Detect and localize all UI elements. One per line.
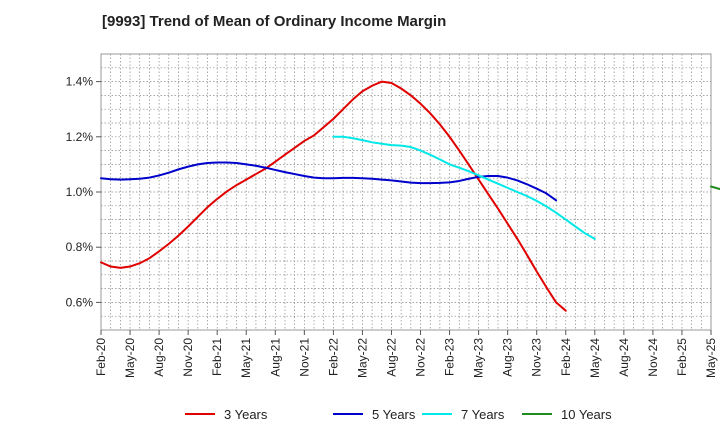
x-tick-label: Feb-23 bbox=[443, 338, 457, 376]
x-tick-label: May-25 bbox=[704, 338, 718, 378]
y-tick-label: 1.0% bbox=[66, 185, 94, 199]
legend-label-7-years: 7 Years bbox=[461, 407, 505, 422]
y-tick-label: 1.2% bbox=[66, 130, 94, 144]
series-line-3-years bbox=[100, 80, 567, 312]
legend-label-10-years: 10 Years bbox=[561, 407, 612, 422]
x-tick-label: Aug-23 bbox=[501, 338, 515, 377]
y-tick-label: 0.6% bbox=[66, 295, 94, 309]
x-tick-label: Nov-22 bbox=[414, 338, 428, 377]
x-tick-label: Nov-23 bbox=[530, 338, 544, 377]
x-tick-label: May-24 bbox=[588, 338, 602, 378]
plot-area bbox=[100, 53, 712, 331]
x-tick-label: Aug-22 bbox=[384, 338, 398, 377]
x-tick-label: Aug-21 bbox=[268, 338, 282, 377]
x-tick-label: Feb-24 bbox=[559, 338, 573, 376]
x-tick-label: May-20 bbox=[123, 338, 137, 378]
legend: 3 Years 5 Years 7 Years 10 Years bbox=[185, 407, 612, 422]
x-tick-label: Aug-20 bbox=[152, 338, 166, 377]
x-tick-label: Nov-20 bbox=[181, 338, 195, 377]
y-tick-label: 0.8% bbox=[66, 240, 94, 254]
x-tick-label: Feb-20 bbox=[94, 338, 108, 376]
legend-label-3-years: 3 Years bbox=[224, 407, 268, 422]
y-tick-label: 1.4% bbox=[66, 75, 94, 89]
x-tick-label: Aug-24 bbox=[617, 338, 631, 377]
series-lines bbox=[100, 80, 720, 312]
chart-title: [9993] Trend of Mean of Ordinary Income … bbox=[102, 13, 447, 30]
x-tick-label: Feb-22 bbox=[326, 338, 340, 376]
x-axis: Feb-20 May-20 Aug-20 Nov-20 Feb-21 May-21 Aug-… bbox=[94, 330, 718, 378]
x-tick-label: May-22 bbox=[355, 338, 369, 378]
legend-label-5-years: 5 Years bbox=[372, 407, 416, 422]
x-tick-label: Nov-24 bbox=[646, 338, 660, 377]
x-tick-label: May-21 bbox=[239, 338, 253, 378]
y-axis: 0.6% 0.8% 1.0% 1.2% 1.4% bbox=[66, 75, 101, 309]
x-tick-label: May-23 bbox=[472, 338, 486, 378]
x-tick-label: Nov-21 bbox=[297, 338, 311, 377]
x-tick-label: Feb-21 bbox=[210, 338, 224, 376]
x-tick-label: Feb-25 bbox=[675, 338, 689, 376]
series-line-10-years bbox=[710, 185, 720, 191]
series-line-7-years bbox=[332, 135, 596, 240]
